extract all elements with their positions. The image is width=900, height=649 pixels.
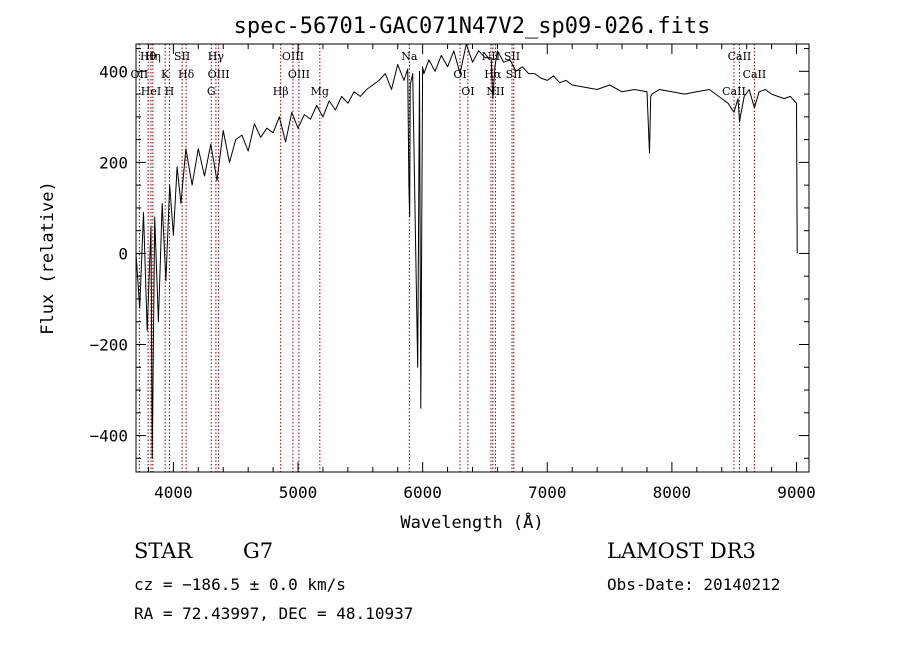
x-tick-label: 5000 — [279, 483, 318, 502]
x-tick-label: 4000 — [154, 483, 193, 502]
line-label: CaII — [743, 68, 767, 81]
coordinates: RA = 72.43997, DEC = 48.10937 — [134, 604, 414, 623]
spectrum-line — [135, 43, 798, 459]
line-label: Na — [401, 50, 418, 63]
line-label: Hβ — [273, 85, 289, 98]
series-layer — [135, 43, 798, 459]
y-tick-label: 200 — [99, 153, 128, 172]
line-label: Hγ — [208, 50, 225, 63]
y-tick-label: 0 — [118, 244, 128, 263]
line-label: CaII — [722, 85, 746, 98]
line-label: K — [161, 68, 170, 81]
x-tick-label: 6000 — [403, 483, 442, 502]
line-label: SII — [174, 50, 190, 63]
line-label: H — [165, 85, 175, 98]
y-tick-label: −200 — [89, 336, 128, 355]
line-markers — [138, 44, 755, 472]
survey-name: LAMOST DR3 — [607, 539, 756, 563]
x-tick-label: 8000 — [653, 483, 692, 502]
line-label: Hα — [484, 68, 502, 81]
line-label: OIII — [208, 68, 230, 81]
y-axis: −400 −200 0 200 400 — [89, 48, 809, 459]
line-label: NII — [486, 85, 504, 98]
line-label: OIII — [288, 68, 310, 81]
line-label: OI — [461, 85, 474, 98]
x-tick-label: 7000 — [528, 483, 567, 502]
line-label: OIII — [282, 50, 304, 63]
line-label: SII — [504, 50, 520, 63]
obs-date: Obs-Date: 20140212 — [607, 575, 781, 594]
line-label: Hδ — [178, 68, 195, 81]
redshift-cz: cz = −186.5 ± 0.0 km/s — [134, 575, 346, 594]
y-axis-label: Flux (relative) — [38, 181, 58, 335]
x-tick-label: 9000 — [777, 483, 816, 502]
plot-frame — [135, 43, 810, 473]
line-label: Mg — [311, 85, 329, 98]
line-label: G — [207, 85, 216, 98]
x-axis-label: Wavelength (Å) — [400, 511, 543, 533]
subclass: G7 — [243, 539, 274, 563]
y-tick-label: −400 — [89, 427, 128, 446]
object-class: STAR — [134, 539, 193, 563]
line-label: HeI — [141, 85, 161, 98]
line-labels: HθOIIHeIHηKHSIIHδGHγOIIIHβOIIIOIIIMgNaOI… — [131, 50, 767, 98]
line-label: CaII — [728, 50, 752, 63]
chart-title: spec-56701-GAC071N47V2_sp09-026.fits — [234, 14, 711, 39]
line-label: OI — [453, 68, 466, 81]
y-tick-label: 400 — [99, 62, 128, 81]
line-label: OII — [131, 68, 149, 81]
line-label: SII — [506, 68, 522, 81]
x-axis: 4000 5000 6000 7000 8000 9000 — [147, 44, 816, 502]
line-label: Hθ — [140, 50, 157, 63]
line-label: Hη — [145, 50, 161, 63]
